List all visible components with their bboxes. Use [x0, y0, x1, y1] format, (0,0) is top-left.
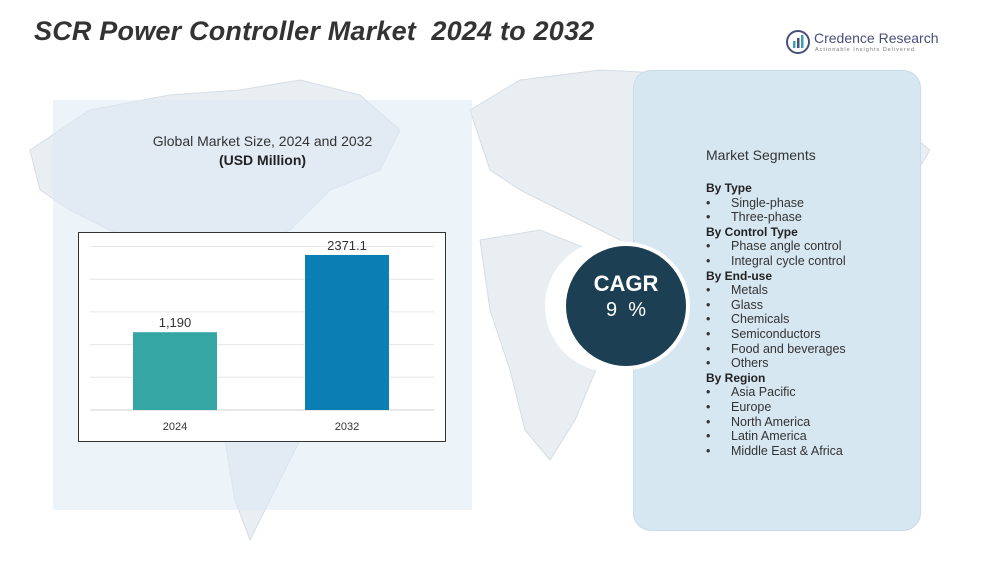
bullet-icon: • [706, 443, 711, 458]
bullet-icon: • [706, 414, 711, 429]
bullet-icon: • [706, 195, 711, 210]
segment-item: • Metals [706, 283, 906, 298]
segment-item: • Three-phase [706, 210, 906, 225]
bullet-icon: • [706, 429, 711, 444]
chart-title: Global Market Size, 2024 and 2032 [152, 133, 373, 149]
segment-item: • Europe [706, 400, 906, 415]
bullet-icon: • [706, 341, 711, 356]
bar-2024 [133, 332, 217, 410]
segment-item-label: Asia Pacific [731, 385, 796, 400]
bullet-icon: • [706, 399, 711, 414]
segment-item-label: North America [731, 414, 811, 429]
bullet-icon: • [706, 385, 711, 400]
segment-item: • Integral cycle control [706, 254, 906, 269]
segments-list: By Type • Single-phase • Three-phase By Contr… [706, 181, 906, 458]
segment-item-label: Others [731, 356, 769, 371]
cagr-label: CAGR [593, 271, 659, 296]
segment-item: • Phase angle control [706, 239, 906, 254]
bullet-icon: • [706, 356, 711, 371]
segment-item-label: Phase angle control [731, 239, 842, 254]
segment-item-label: Integral cycle control [731, 253, 846, 268]
bullet-icon: • [706, 283, 711, 298]
segment-group-title: By End-use [706, 268, 773, 283]
segment-item: • Semiconductors [706, 327, 906, 342]
market-size-bar-chart: 1,190 2024 2371.1 2032 [78, 232, 446, 442]
segment-item-label: Semiconductors [731, 326, 821, 341]
segment-item: • North America [706, 415, 906, 430]
brand-name: Credence Research [814, 30, 939, 46]
page-title: SCR Power Controller Market 2024 to 2032 [34, 16, 595, 46]
segment-item: • Others [706, 356, 906, 371]
segment-item-label: Chemicals [731, 312, 790, 327]
cagr-value: 9 % [605, 299, 647, 321]
segment-item-label: Three-phase [731, 210, 802, 225]
bullet-icon: • [706, 312, 711, 327]
bullet-icon: • [706, 239, 711, 254]
segment-group-title: By Type [706, 181, 752, 195]
segment-item: • Food and beverages [706, 342, 906, 357]
brand-logo-icon [786, 30, 810, 54]
segment-item-label: Food and beverages [731, 341, 846, 356]
segment-item-label: Latin America [731, 429, 807, 444]
segments-heading: Market Segments [706, 147, 816, 163]
segment-item: • Asia Pacific [706, 385, 906, 400]
bar-2032 [305, 254, 389, 410]
x-tick-label-2024: 2024 [163, 421, 187, 433]
bullet-icon: • [706, 297, 711, 312]
chart-unit-label: (USD Million) [218, 152, 307, 168]
segment-item-label: Glass [731, 297, 763, 312]
brand-logo: Credence Research Actionable Insights De… [786, 30, 956, 60]
cagr-badge [566, 246, 686, 366]
segment-group-title: By Region [706, 370, 766, 385]
bullet-icon: • [706, 253, 711, 268]
data-label-2024: 1,190 [159, 315, 192, 330]
bullet-icon: • [706, 210, 711, 225]
segment-item: • Glass [706, 298, 906, 313]
segment-item-label: Middle East & Africa [731, 443, 843, 458]
segment-group-title: By Control Type [706, 224, 798, 239]
segment-item-label: Metals [731, 283, 768, 298]
bullet-icon: • [706, 326, 711, 341]
data-label-2032: 2371.1 [327, 238, 367, 253]
segment-item-label: Europe [731, 399, 772, 414]
brand-tagline: Actionable Insights Delivered [815, 47, 915, 53]
segment-item-label: Single-phase [731, 195, 804, 210]
segment-item: • Latin America [706, 429, 906, 444]
segment-item: • Middle East & Africa [706, 444, 906, 459]
segment-item: • Single-phase [706, 196, 906, 211]
x-tick-label-2032: 2032 [335, 421, 359, 433]
segment-item: • Chemicals [706, 312, 906, 327]
